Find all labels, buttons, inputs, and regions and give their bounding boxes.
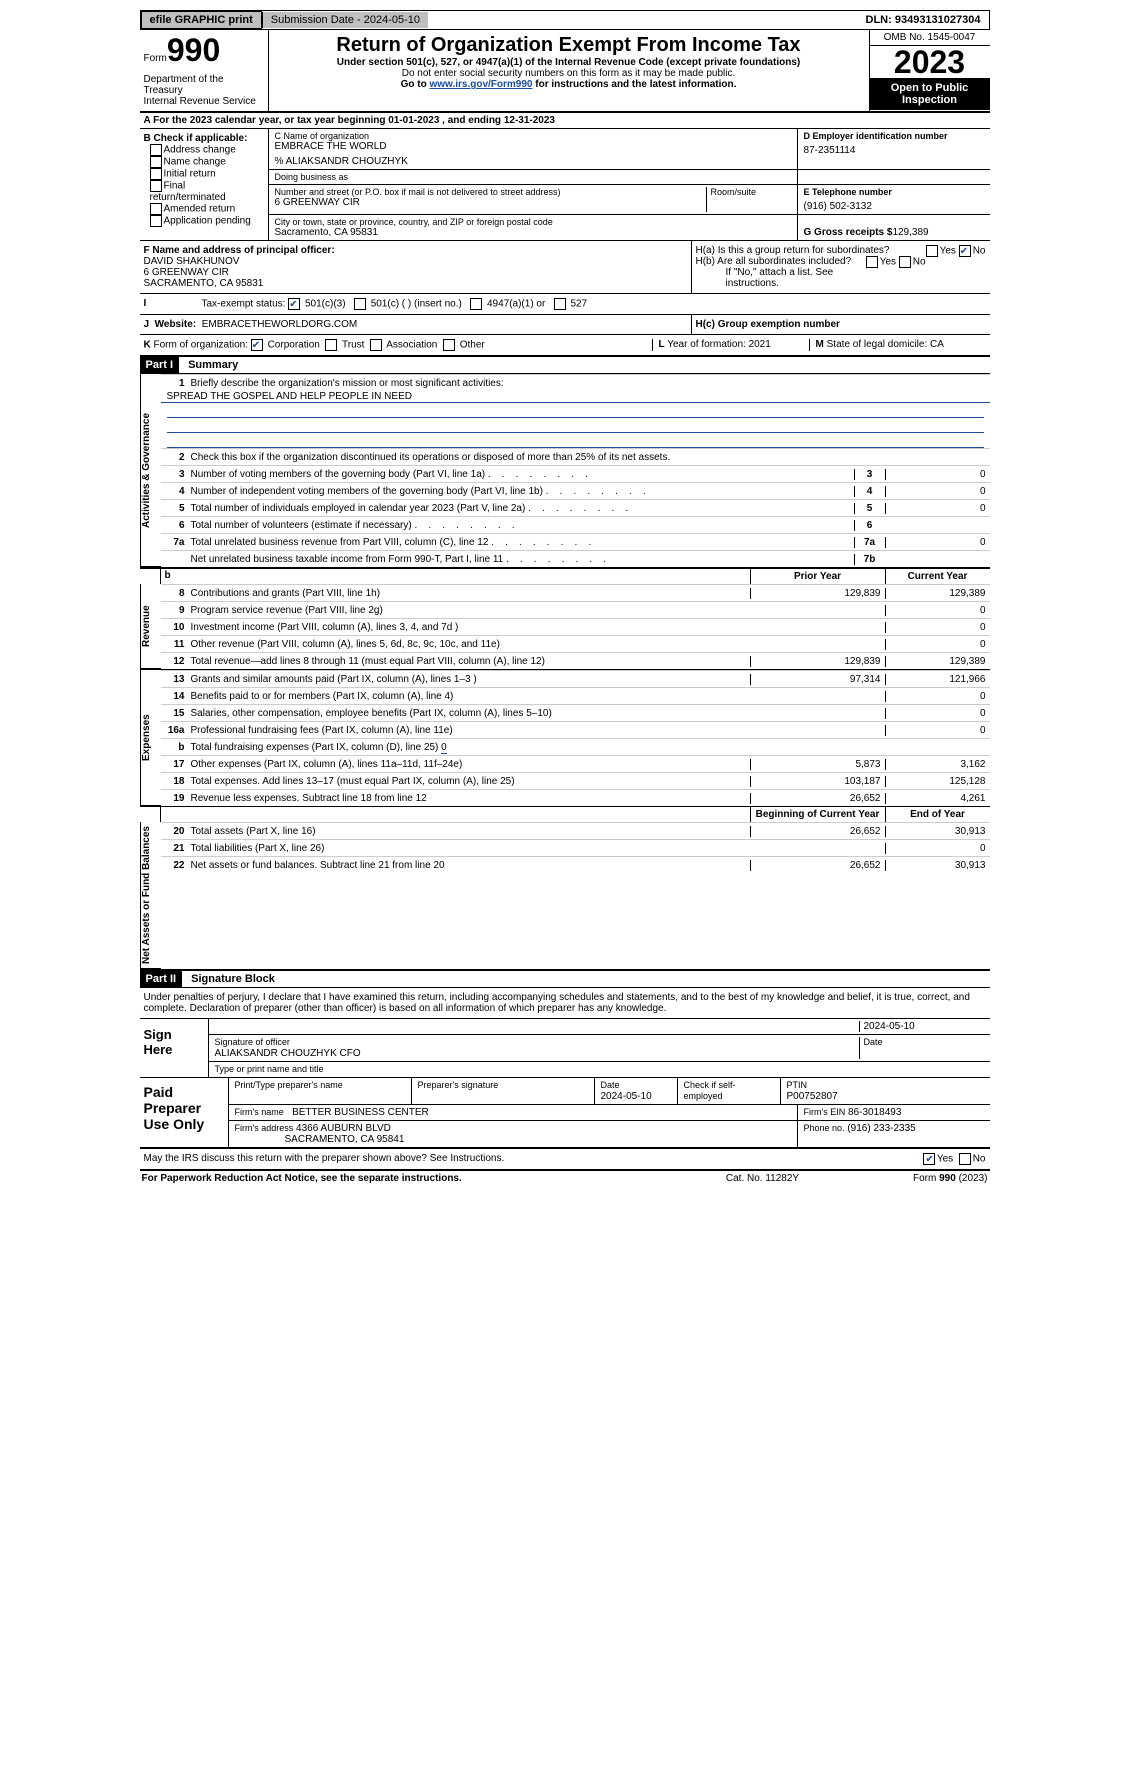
department: Department of the Treasury Internal Reve… [144, 74, 264, 107]
care-of: % ALIAKSANDR CHOUZHYK [275, 156, 791, 167]
cb-501c3[interactable] [288, 298, 300, 310]
org-name-block: C Name of organization EMBRACE THE WORLD… [269, 129, 798, 169]
section-fh: F Name and address of principal officer:… [140, 241, 990, 294]
tab-expenses: Expenses [140, 670, 161, 806]
mission-text: SPREAD THE GOSPEL AND HELP PEOPLE IN NEE… [161, 391, 990, 403]
section-cd: C Name of organization EMBRACE THE WORLD… [269, 129, 990, 240]
street-address: 6 GREENWAY CIR [275, 197, 706, 208]
b-title: B Check if applicable: [144, 133, 264, 144]
header-center: Return of Organization Exempt From Incom… [269, 30, 869, 111]
org-name: EMBRACE THE WORLD [275, 141, 791, 152]
phone: (916) 502-3132 [804, 197, 984, 212]
summary-expenses: Expenses 13Grants and similar amounts pa… [140, 669, 990, 806]
tab-revenue: Revenue [140, 584, 161, 669]
submission-date: Submission Date - 2024-05-10 [262, 12, 428, 28]
cb-name-change[interactable]: Name change [150, 156, 264, 168]
section-b: B Check if applicable: Address change Na… [140, 129, 269, 240]
v3: 0 [885, 469, 990, 480]
part2-header: Part II Signature Block [140, 971, 990, 988]
phone-block: E Telephone number (916) 502-3132 [798, 185, 990, 214]
gross-receipts: 129,389 [892, 227, 928, 238]
cb-final-return[interactable]: Final return/terminated [150, 180, 264, 203]
row-j-hc: J Website: EMBRACETHEWORLDORG.COM H(c) G… [140, 315, 990, 335]
cb-app-pending[interactable]: Application pending [150, 215, 264, 227]
colhdr-beg-end: Beginning of Current Year End of Year [140, 806, 990, 822]
summary-revenue: Revenue 8Contributions and grants (Part … [140, 584, 990, 669]
officer-name: DAVID SHAKHUNOV [144, 256, 687, 267]
cb-trust[interactable] [325, 339, 337, 351]
row-i: I Tax-exempt status: 501(c)(3) 501(c) ( … [140, 294, 990, 315]
footer: For Paperwork Reduction Act Notice, see … [140, 1171, 990, 1186]
dln: DLN: 93493131027304 [858, 12, 989, 28]
signature-declaration: Under penalties of perjury, I declare th… [140, 988, 990, 1019]
firm-phone: (916) 233-2335 [847, 1123, 915, 1134]
cb-address-change[interactable]: Address change [150, 144, 264, 156]
form-990-page: efile GRAPHIC print Submission Date - 20… [140, 10, 990, 1186]
paid-preparer-block: Paid Preparer Use Only Print/Type prepar… [140, 1078, 990, 1149]
cb-hb-yes[interactable] [866, 256, 878, 268]
website: EMBRACETHEWORLDORG.COM [202, 319, 358, 330]
cb-initial-return[interactable]: Initial return [150, 168, 264, 180]
state-domicile: M State of legal domicile: CA [809, 339, 986, 351]
cb-hb-no[interactable] [899, 256, 911, 268]
tab-activities-governance: Activities & Governance [140, 374, 161, 567]
officer-addr: 6 GREENWAY CIR [144, 267, 687, 278]
cb-assoc[interactable] [370, 339, 382, 351]
row-a: A For the 2023 calendar year, or tax yea… [140, 113, 990, 129]
officer-city: SACRAMENTO, CA 95831 [144, 278, 687, 289]
form-number: 990 [167, 32, 220, 68]
may-discuss: May the IRS discuss this return with the… [140, 1149, 990, 1171]
colhdr-prior-current: b Prior Year Current Year [140, 567, 990, 584]
cb-may-yes[interactable] [923, 1153, 935, 1165]
top-bar: efile GRAPHIC print Submission Date - 20… [140, 10, 990, 30]
dba-block: Doing business as [269, 170, 798, 184]
ptin: P00752807 [787, 1091, 838, 1102]
cb-other[interactable] [443, 339, 455, 351]
row-klm: K Form of organization: Corporation Trus… [140, 335, 990, 357]
cb-ha-no[interactable] [959, 245, 971, 257]
firm-ein: 86-3018493 [848, 1107, 901, 1118]
section-h: H(a) Is this a group return for subordin… [691, 241, 990, 293]
cb-4947[interactable] [470, 298, 482, 310]
form-subtitle: Under section 501(c), 527, or 4947(a)(1)… [273, 57, 865, 68]
tab-net-assets: Net Assets or Fund Balances [140, 822, 161, 969]
cb-corp[interactable] [251, 339, 263, 351]
header-right: OMB No. 1545-0047 2023 Open to Public In… [869, 30, 990, 111]
form-header: Form990 Department of the Treasury Inter… [140, 30, 990, 113]
section-bcd: B Check if applicable: Address change Na… [140, 129, 990, 241]
city-state-zip: Sacramento, CA 95831 [275, 227, 791, 238]
cb-ha-yes[interactable] [926, 245, 938, 257]
sig-date: 2024-05-10 [859, 1021, 984, 1032]
header-left: Form990 Department of the Treasury Inter… [140, 30, 269, 111]
goto-line: Go to www.irs.gov/Form990 for instructio… [273, 79, 865, 90]
irs-link[interactable]: www.irs.gov/Form990 [429, 79, 532, 90]
v5: 0 [885, 503, 990, 514]
cb-527[interactable] [554, 298, 566, 310]
cb-amended-return[interactable]: Amended return [150, 203, 264, 215]
form-note: Do not enter social security numbers on … [273, 68, 865, 79]
officer-sig-name: ALIAKSANDR CHOUZHYK CFO [215, 1048, 361, 1059]
summary-netassets: Net Assets or Fund Balances 20Total asse… [140, 822, 990, 971]
cb-501c[interactable] [354, 298, 366, 310]
gross-receipts-block: G Gross receipts $129,389 [798, 215, 990, 240]
tax-year: 2023 [870, 46, 990, 78]
ein: 87-2351114 [804, 141, 984, 156]
summary-ag: Activities & Governance 1Briefly describ… [140, 374, 990, 567]
firm-name: BETTER BUSINESS CENTER [292, 1107, 429, 1118]
ein-block: D Employer identification number 87-2351… [798, 129, 990, 169]
v7a: 0 [885, 537, 990, 548]
part1-header: Part I Summary [140, 357, 990, 374]
section-f: F Name and address of principal officer:… [140, 241, 691, 293]
cb-may-no[interactable] [959, 1153, 971, 1165]
sign-here-block: Sign Here 2024-05-10 Signature of office… [140, 1019, 990, 1078]
v4: 0 [885, 486, 990, 497]
efile-button[interactable]: efile GRAPHIC print [141, 11, 262, 29]
form-title: Return of Organization Exempt From Incom… [273, 34, 865, 57]
year-formation: L Year of formation: 2021 [652, 339, 809, 351]
open-inspection: Open to Public Inspection [870, 78, 990, 110]
form-label: Form [144, 53, 167, 64]
